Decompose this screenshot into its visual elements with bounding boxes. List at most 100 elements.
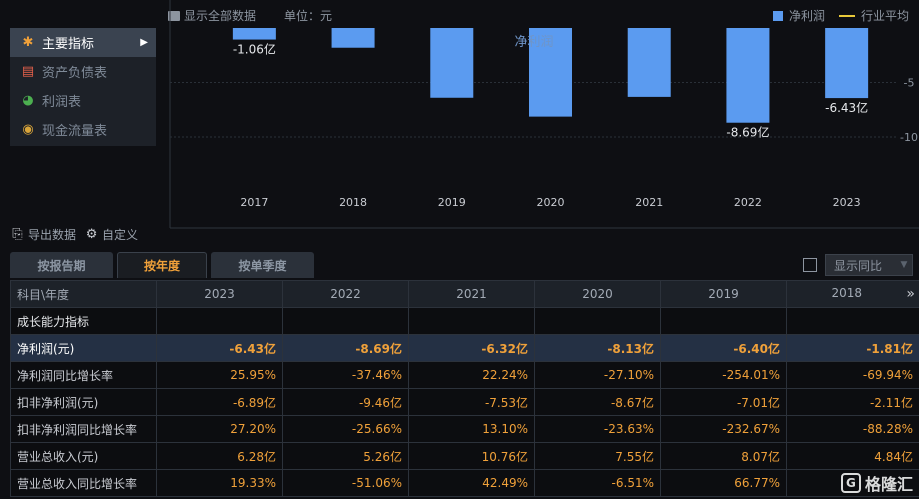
- row-label: 营业总收入(元): [10, 442, 157, 470]
- cell-value: [156, 307, 283, 335]
- asterisk-icon: ✱: [22, 35, 34, 50]
- menu-item-2[interactable]: ◕ 利润表: [10, 86, 156, 115]
- y-tick-label: -5: [904, 77, 915, 90]
- header-year-label: 2022: [330, 287, 361, 301]
- tab-0[interactable]: 按报告期: [10, 252, 113, 278]
- customize-button[interactable]: ⚙ 自定义: [84, 226, 138, 243]
- cell-value: 42.49%: [408, 469, 535, 497]
- financial-table: 科目\年度 2023 2022 2021 2020 2019 2018 » 成长能力指标 净利润…: [10, 280, 919, 497]
- cell-value: -51.06%: [282, 469, 409, 497]
- cell-value: 25.95%: [156, 361, 283, 389]
- cell-value: -7.53亿: [408, 388, 535, 416]
- net-profit-chart: -5 -10 2017 -1.06亿 2018 2019 2020 2021 2022 -8.69…: [156, 0, 919, 230]
- header-year[interactable]: 2018 »: [786, 280, 919, 308]
- export-data-button[interactable]: ⎘ 导出数据: [10, 226, 76, 243]
- watermark-text: 格隆汇: [864, 475, 913, 494]
- table-row[interactable]: 营业总收入同比增长率 19.33% -51.06% 42.49% -6.51% 66.77…: [10, 469, 919, 497]
- watermark: G 格隆汇: [840, 471, 913, 495]
- cell-value: -8.13亿: [534, 334, 661, 362]
- header-year-label: 2018: [831, 286, 862, 300]
- scroll-right-icon[interactable]: »: [906, 286, 915, 302]
- table-row[interactable]: 成长能力指标: [10, 307, 919, 335]
- x-tick-label: 2017: [240, 196, 268, 209]
- header-year-label: 2020: [582, 287, 613, 301]
- table-row[interactable]: 营业总收入(元) 6.28亿 5.26亿 10.76亿 7.55亿 8.07亿 4.84亿: [10, 442, 919, 470]
- header-year[interactable]: 2019: [660, 280, 787, 308]
- cell-value: [282, 307, 409, 335]
- cell-value: -27.10%: [534, 361, 661, 389]
- cell-value: -8.67亿: [534, 388, 661, 416]
- cell-value: -23.63%: [534, 415, 661, 443]
- cell-value: -6.32亿: [408, 334, 535, 362]
- gear-icon: ⚙: [85, 227, 98, 242]
- header-year[interactable]: 2020: [534, 280, 661, 308]
- cell-value: 27.20%: [156, 415, 283, 443]
- yoy-toggle: 显示同比 ▼: [803, 254, 913, 276]
- chart-info-bar: 显示全部数据 单位：元: [168, 7, 332, 24]
- y-tick-label: -10: [900, 131, 918, 144]
- pie-chart-icon: ◕: [22, 93, 34, 108]
- cell-value: 5.26亿: [282, 442, 409, 470]
- cell-value: 4.84亿: [786, 442, 919, 470]
- bar-2023: [825, 28, 869, 99]
- row-label: 扣非净利润同比增长率: [10, 415, 157, 443]
- x-tick-label: 2019: [438, 196, 466, 209]
- cell-value: 19.33%: [156, 469, 283, 497]
- cell-value: -6.43亿: [156, 334, 283, 362]
- cell-value: -2.11亿: [786, 388, 919, 416]
- table-row[interactable]: 扣非净利润(元) -6.89亿 -9.46亿 -7.53亿 -8.67亿 -7.01亿 -2…: [10, 388, 919, 416]
- legend-line-label: 行业平均: [860, 9, 909, 23]
- cell-value: -37.46%: [282, 361, 409, 389]
- x-tick-label: 2022: [734, 196, 762, 209]
- menu-item-0[interactable]: ✱ 主要指标 ▶: [10, 28, 156, 57]
- cell-value: [660, 307, 787, 335]
- x-tick-label: 2023: [833, 196, 861, 209]
- cell-value: -9.46亿: [282, 388, 409, 416]
- legend-bar-swatch: [772, 10, 783, 21]
- cell-value: [786, 307, 919, 335]
- export-data-label: 导出数据: [28, 228, 77, 242]
- legend-bar-label: 净利润: [788, 9, 825, 23]
- table-row[interactable]: 扣非净利润同比增长率 27.20% -25.66% 13.10% -23.63% -232…: [10, 415, 919, 443]
- document-icon: ▤: [21, 64, 35, 79]
- customize-label: 自定义: [102, 228, 139, 242]
- row-label: 净利润(元): [10, 334, 157, 362]
- header-subject-year: 科目\年度: [10, 280, 157, 308]
- chart-svg: -5 -10 2017 -1.06亿 2018 2019 2020 2021 2022 -8.69…: [169, 0, 919, 229]
- cell-value: -6.51%: [534, 469, 661, 497]
- chevron-right-icon: ▶: [140, 37, 148, 48]
- x-tick-label: 2021: [635, 196, 663, 209]
- data-label: -8.69亿: [726, 125, 769, 140]
- show-yoy-checkbox[interactable]: [803, 258, 817, 272]
- data-label: -1.06亿: [233, 42, 276, 57]
- header-year-label: 2021: [456, 287, 487, 301]
- x-tick-label: 2020: [537, 196, 565, 209]
- table-row[interactable]: 净利润(元) -6.43亿 -8.69亿 -6.32亿 -8.13亿 -6.40亿 -1.8…: [10, 334, 919, 362]
- cell-value: -25.66%: [282, 415, 409, 443]
- tab-1[interactable]: 按年度: [117, 252, 207, 278]
- header-year-label: 2023: [204, 287, 235, 301]
- cell-value: -69.94%: [786, 361, 919, 389]
- menu-item-label: 资产负债表: [42, 66, 108, 81]
- sidebar-menu: ✱ 主要指标 ▶ ▤ 资产负债表 ◕ 利润表 ◉ 现金流量表: [10, 28, 156, 146]
- bar-2018: [331, 28, 375, 48]
- show-yoy-label: 显示同比: [834, 258, 883, 273]
- x-tick-label: 2018: [339, 196, 367, 209]
- data-label: -6.43亿: [825, 100, 868, 115]
- menu-item-3[interactable]: ◉ 现金流量表: [10, 115, 156, 144]
- tab-2[interactable]: 按单季度: [211, 252, 314, 278]
- chevron-down-icon: ▼: [900, 260, 908, 270]
- show-all-data-link[interactable]: 显示全部数据: [184, 9, 257, 23]
- table-row[interactable]: 净利润同比增长率 25.95% -37.46% 22.24% -27.10% -254.0…: [10, 361, 919, 389]
- cell-value: 7.55亿: [534, 442, 661, 470]
- show-yoy-dropdown[interactable]: 显示同比 ▼: [825, 254, 913, 276]
- period-tabs: 按报告期 按年度 按单季度: [10, 252, 318, 278]
- header-year[interactable]: 2021: [408, 280, 535, 308]
- legend-line-swatch: [838, 14, 855, 17]
- cell-value: 8.07亿: [660, 442, 787, 470]
- cell-value: 66.77%: [660, 469, 787, 497]
- cell-value: 13.10%: [408, 415, 535, 443]
- header-year[interactable]: 2022: [282, 280, 409, 308]
- menu-item-1[interactable]: ▤ 资产负债表: [10, 57, 156, 86]
- header-year[interactable]: 2023: [156, 280, 283, 308]
